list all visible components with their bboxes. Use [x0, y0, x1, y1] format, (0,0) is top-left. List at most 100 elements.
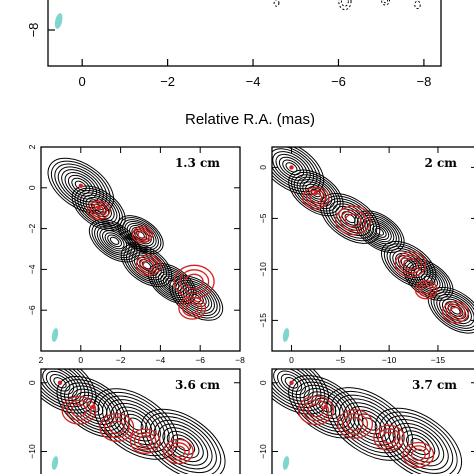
p2-polarization-contour: [344, 213, 362, 228]
p2-contour: [436, 293, 474, 327]
p2-polarization-contour: [305, 189, 326, 207]
p37-polarization-contour: [346, 417, 364, 431]
top-negative-contour: [382, 0, 389, 4]
p13-polarization-contour: [134, 228, 151, 242]
p13-y-tick-label: 2: [27, 144, 37, 149]
p2-y-tick-label: 0: [258, 165, 268, 170]
p36-contour: [49, 374, 71, 392]
p36-core-marker: [57, 380, 63, 385]
p13-core-marker: [78, 183, 84, 188]
p37-band-label: 3.7 cm: [412, 378, 457, 392]
p36-y-tick-label: −10: [27, 444, 37, 459]
p2-contour: [272, 147, 318, 190]
p37-polarization-contour: [377, 428, 401, 448]
top-beam: [54, 13, 63, 29]
p2-contour: [447, 303, 464, 317]
p37-polarization-contour: [302, 399, 330, 422]
p13-y-tick-label: −2: [27, 223, 37, 233]
p2-beam: [282, 328, 290, 342]
p13-polarization-contour: [86, 200, 111, 220]
p13-x-tick-label: −6: [195, 355, 205, 365]
p13-polarization-contour: [90, 203, 108, 218]
p2-polarization-contour: [414, 280, 438, 300]
p36-polarization-contour: [108, 420, 125, 435]
p13-polarization-contour: [139, 257, 158, 274]
p13-polarization-contour: [131, 225, 154, 244]
p13-contour: [126, 248, 167, 283]
p37-y-tick-label: 0: [258, 380, 268, 385]
p2-contour: [367, 221, 392, 243]
p37-contour: [273, 369, 310, 399]
p2-polarization-contour: [445, 303, 466, 321]
p37-contour: [325, 387, 414, 461]
p13-contour: [94, 223, 136, 259]
p36-contour: [153, 419, 213, 470]
p13-polarization-contour: [179, 269, 210, 295]
p36-contour: [162, 427, 204, 463]
p36-polarization-contour: [137, 435, 153, 448]
p2-band-label: 2 cm: [424, 156, 457, 170]
p13-x-tick-label: −4: [156, 355, 166, 365]
p36-polarization-contour: [99, 412, 135, 442]
top-x-tick-label: −6: [331, 74, 346, 89]
p13-contour: [109, 236, 120, 245]
p13-band-label: 1.3 cm: [175, 156, 220, 170]
p2-polarization-contour: [398, 254, 423, 274]
p2-contour: [369, 223, 390, 241]
p13-contour: [147, 263, 197, 305]
p13-contour: [119, 217, 162, 253]
p36-contour: [75, 391, 111, 422]
top-negative-contour: [340, 0, 349, 7]
p13-contour: [124, 221, 157, 249]
p2-polarization-contour: [449, 306, 462, 318]
p36-frame: [40, 368, 241, 474]
p37-polarization-contour: [373, 424, 405, 451]
p2-contour: [372, 225, 387, 238]
p36-contour: [102, 395, 170, 453]
p2-contour: [361, 216, 397, 247]
p37-polarization-contour: [410, 448, 426, 462]
p13-contour: [82, 194, 115, 222]
p2-contour: [381, 240, 437, 288]
p13-contour: [120, 243, 173, 288]
p2-contour: [405, 260, 451, 299]
p13-y-tick-label: −6: [27, 305, 37, 315]
p13-polarization-contour: [137, 230, 148, 239]
p2-polarization-contour: [417, 282, 435, 297]
p2-y-tick-label: −15: [258, 313, 268, 328]
top-frame: [47, 0, 442, 67]
p36-polarization-contour: [133, 431, 157, 451]
p2-contour: [450, 305, 461, 315]
p13-polarization-contour: [142, 260, 155, 271]
p2-x-tick-label: −5: [335, 355, 345, 365]
p37-polarization-contour: [341, 413, 369, 435]
p13-contour: [152, 267, 192, 301]
p37-polarization-contour: [402, 441, 435, 468]
p37-polarization-contour: [381, 431, 397, 444]
p13-polarization-contour: [178, 296, 207, 320]
p37-contour: [272, 369, 326, 412]
p36-band-label: 3.6 cm: [175, 378, 220, 392]
p37-contour: [397, 426, 440, 463]
p36-polarization-contour: [167, 442, 190, 461]
p13-x-tick-label: 0: [78, 355, 83, 365]
p2-core-marker: [289, 165, 294, 170]
p36-contour: [41, 369, 89, 408]
p13-polarization-contour: [185, 302, 199, 314]
p36-core-marker: [90, 404, 96, 409]
p37-contours: [272, 369, 463, 474]
p13-contour: [104, 232, 125, 250]
p36-polarization-contour: [66, 399, 92, 421]
p13-polarization-contour: [181, 299, 203, 317]
p13-y-tick-label: −4: [27, 264, 37, 274]
p13-contour: [123, 245, 170, 285]
p13-contour: [107, 234, 122, 248]
p37-contour: [272, 369, 322, 408]
p13-x-tick-label: −2: [116, 355, 126, 365]
p37-frame: [271, 368, 474, 474]
p36-contour: [64, 382, 123, 432]
p37-polarization-contour: [307, 403, 325, 418]
p13-x-tick-label: 2: [39, 355, 44, 365]
top-x-tick-label: 0: [79, 74, 86, 89]
